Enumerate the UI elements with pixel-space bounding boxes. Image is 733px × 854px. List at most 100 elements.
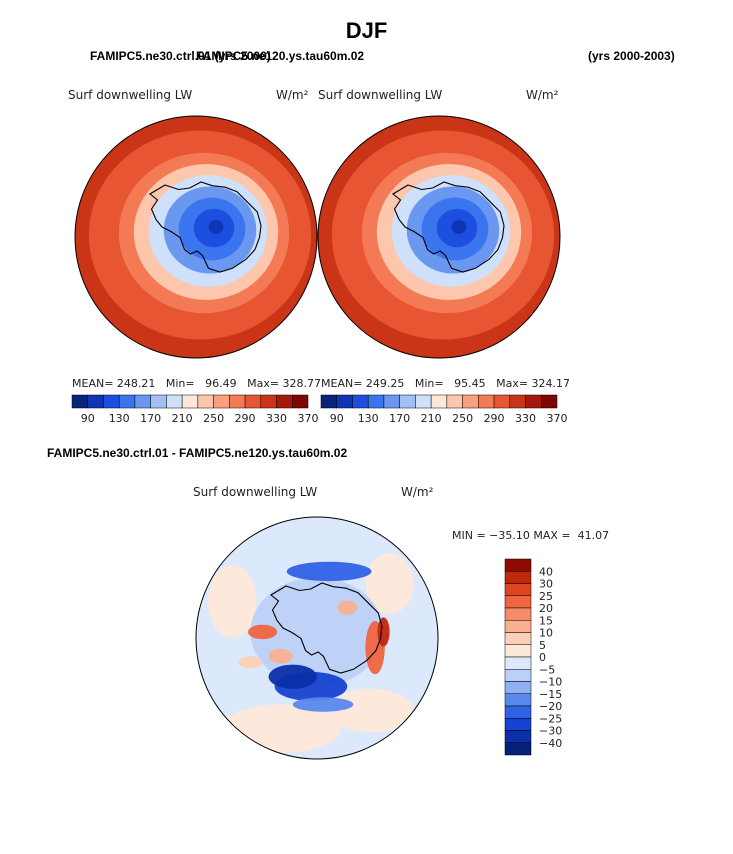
colorbar-swatch (504, 644, 532, 658)
colorbar-tick-label: 20 (539, 602, 553, 615)
colorbar-swatch (525, 394, 542, 409)
colorbar-tick-label: 250 (203, 412, 224, 425)
colorbar-swatch (415, 394, 432, 409)
colorbar-swatch (213, 394, 230, 409)
colorbar-swatch (504, 595, 532, 609)
colorbar-tick-label: 290 (235, 412, 256, 425)
colorbar-tick-label: 90 (81, 412, 95, 425)
colorbar-swatch (103, 394, 120, 409)
colorbar-swatch (446, 394, 463, 409)
map1-stats: MEAN= 248.21 Min= 96.49 Max= 328.77 (72, 377, 322, 390)
colorbar-tick-label: −10 (539, 676, 562, 689)
map1-field (75, 116, 317, 358)
colorbar-swatch (181, 394, 199, 409)
colorbar-tick-label: 170 (140, 412, 161, 425)
colorbar-tick-label: 330 (266, 412, 287, 425)
colorbar-tick-label: 0 (539, 651, 546, 664)
colorbar-tick-label: 130 (358, 412, 379, 425)
colorbar-swatch (336, 394, 353, 409)
colorbar-swatch (504, 693, 532, 707)
colorbar-swatch (276, 394, 293, 409)
case1-header: FAMIPC5.ne30.ctrl.01 (yrs 2000) (90, 49, 271, 63)
colorbar-tick-label: 290 (484, 412, 505, 425)
colorbar-tick-label: 130 (109, 412, 130, 425)
colorbar-tick-label: 15 (539, 614, 553, 627)
colorbar-swatch (504, 558, 532, 572)
anomaly-patch (238, 656, 263, 669)
map3-title: Surf downwelling LW (193, 485, 318, 499)
anomaly-patch (208, 565, 257, 638)
map3-units: W/m² (401, 485, 434, 499)
colorbar-tick-label: 250 (452, 412, 473, 425)
colorbar-swatch (383, 394, 400, 409)
colorbar-tick-label: 25 (539, 590, 553, 603)
colorbar-swatch (166, 394, 183, 409)
colorbar-swatch (87, 394, 104, 409)
anomaly-patch (329, 688, 414, 733)
colorbar-tick-label: 370 (547, 412, 568, 425)
colorbar-tick-label: −5 (539, 663, 555, 676)
colorbar-tick-label: 5 (539, 639, 546, 652)
colorbars: 90 130 170 210 250 290 330 370 90 130 170 210 250 290… (71, 394, 568, 756)
colorbar-tick-label: 370 (298, 412, 319, 425)
anomaly-patch (268, 664, 317, 689)
anomaly-patch (292, 697, 354, 712)
colorbar-tick-label: 10 (539, 627, 553, 640)
map3-border (195, 516, 439, 760)
colorbar-swatch (399, 394, 416, 409)
map2-title: Surf downwelling LW (318, 88, 443, 102)
colorbar-tick-label: 40 (539, 565, 553, 578)
colorbar-tick-label: 210 (421, 412, 442, 425)
map2-field (318, 116, 560, 358)
colorbar-swatch (504, 705, 532, 719)
colorbar-swatch (541, 394, 558, 409)
map2-stats: MEAN= 249.25 Min= 95.45 Max= 324.17 (321, 377, 571, 390)
field-band (451, 220, 467, 234)
page-title: DJF (345, 18, 388, 43)
colorbar-swatch (197, 394, 214, 409)
map1-border (74, 115, 318, 359)
case2-header: FAMIPC5.ne120.ys.tau60m.02 (196, 49, 365, 63)
case2-years-header: (yrs 2000-2003) (588, 49, 675, 63)
colorbar-tick-label: 330 (515, 412, 536, 425)
colorbar-swatch (367, 394, 385, 409)
anomaly-patch (268, 648, 293, 664)
colorbar-swatch (430, 394, 448, 409)
antarctica-coastline-2 (392, 181, 505, 273)
map1-title: Surf downwelling LW (68, 88, 193, 102)
map2-units: W/m² (526, 88, 559, 102)
diff-header: FAMIPC5.ne30.ctrl.01 - FAMIPC5.ne120.ys.… (47, 446, 348, 460)
anomaly-patch (248, 624, 278, 640)
colorbar-swatch (504, 730, 532, 743)
colorbar-tick-label: 170 (389, 412, 410, 425)
colorbar-swatch (71, 394, 88, 409)
colorbar-swatch (493, 394, 511, 409)
colorbar-swatch (134, 394, 151, 409)
colorbar-swatch (478, 394, 495, 409)
colorbar-swatch (320, 394, 337, 409)
colorbar-swatch (504, 718, 532, 731)
colorbar-swatch (504, 669, 532, 682)
antarctica-coastline-3 (270, 582, 383, 674)
colorbar-swatch (504, 681, 532, 694)
map1-units: W/m² (276, 88, 309, 102)
colorbar-tick-label: 210 (172, 412, 193, 425)
colorbar-swatch (504, 571, 532, 584)
anomaly-patch (286, 561, 372, 582)
antarctica-coastline-1 (149, 181, 262, 273)
anomaly-patch (365, 553, 414, 614)
colorbar-tick-label: −15 (539, 688, 562, 701)
anomaly-patch (220, 704, 342, 753)
colorbar-swatch (504, 656, 532, 670)
field-band (208, 220, 224, 234)
colorbar-swatch (352, 394, 369, 409)
colorbar-tick-label: 30 (539, 578, 553, 591)
colorbar-swatch (509, 394, 526, 409)
colorbar-tick-label: −25 (539, 712, 562, 725)
colorbar-swatch (504, 583, 532, 596)
colorbar-tick-label: −40 (539, 737, 562, 750)
colorbar-tick-label: −20 (539, 700, 562, 713)
colorbar-swatch (504, 607, 532, 621)
colorbar-swatch (504, 632, 532, 645)
